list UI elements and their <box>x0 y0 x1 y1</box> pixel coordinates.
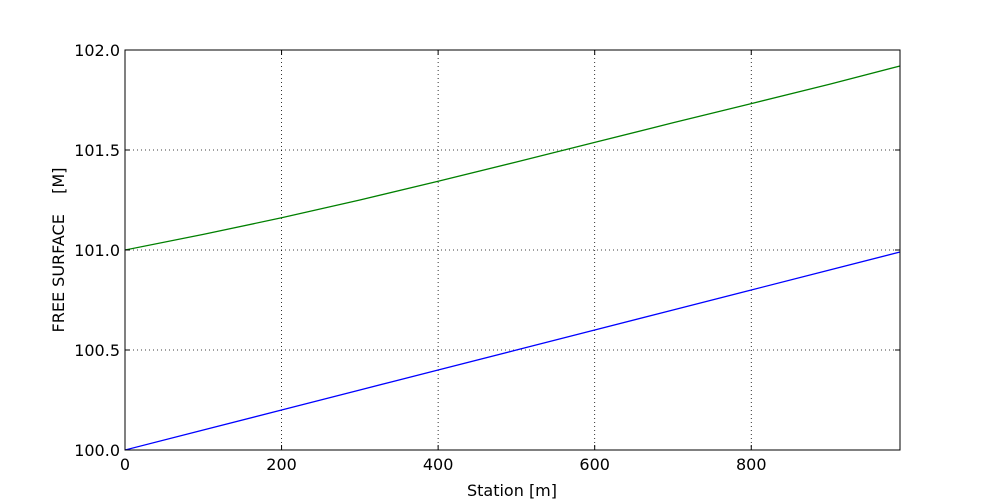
series-line-2 <box>124 65 901 251</box>
x-tick-label: 600 <box>579 455 610 474</box>
y-tick-label: 101.0 <box>74 241 120 260</box>
grid-layer <box>125 50 900 450</box>
x-tick-label: 200 <box>266 455 297 474</box>
series-line-1 <box>124 251 901 451</box>
series-layer <box>124 65 901 451</box>
y-tick-label: 101.5 <box>74 141 120 160</box>
y-tick-label: 102.0 <box>74 41 120 60</box>
x-tick-label: 800 <box>736 455 767 474</box>
y-tick-label: 100.0 <box>74 441 120 460</box>
x-axis-label: Station [m] <box>467 481 557 500</box>
y-tick-label: 100.5 <box>74 341 120 360</box>
x-tick-label: 400 <box>423 455 454 474</box>
tick-layer: 0 200 400 600 800 100.0 100.5 101.0 101.5 102.0 <box>74 41 900 474</box>
y-axis-label: FREE SURFACE [M] <box>49 168 68 333</box>
x-tick-label: 0 <box>120 455 130 474</box>
